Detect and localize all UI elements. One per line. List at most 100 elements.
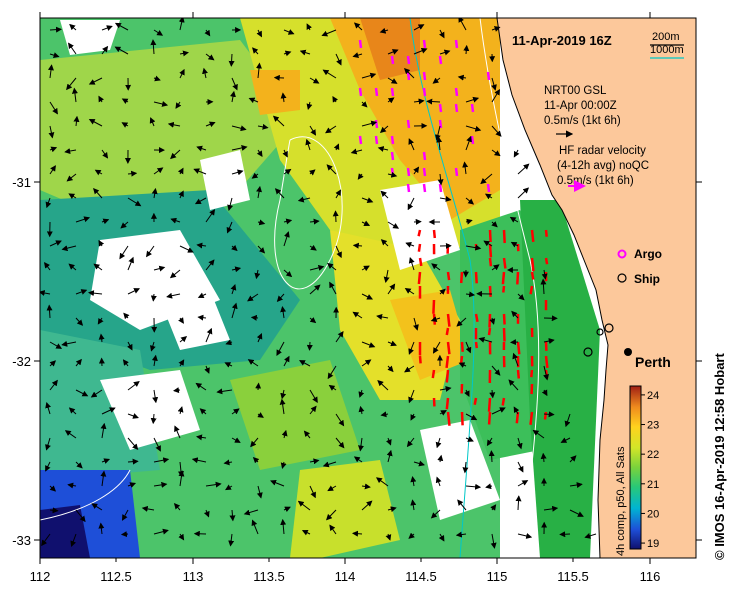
model-vector (430, 509, 441, 519)
hf-vector (486, 71, 491, 81)
model-vector (455, 531, 467, 538)
model-vector (283, 218, 293, 225)
model-vector (45, 461, 51, 472)
model-vector (191, 457, 207, 464)
model-vector (543, 338, 555, 344)
model-vector (151, 354, 158, 367)
model-vector (387, 365, 394, 373)
model-vector (199, 408, 207, 415)
model-vector (431, 263, 441, 271)
radar-vector (432, 299, 436, 314)
model-vector (97, 317, 104, 325)
model-vector (193, 168, 207, 175)
model-vector (386, 449, 393, 463)
model-vector (465, 341, 472, 354)
hf-vector (422, 39, 427, 49)
model-vector (120, 221, 129, 229)
radar-vector (502, 285, 506, 293)
model-vector (101, 218, 110, 225)
model-vector (281, 429, 288, 439)
y-tick-label: -31 (12, 175, 31, 190)
model-vectors (40, 18, 597, 549)
model-vector (64, 430, 77, 439)
model-vector (216, 388, 233, 395)
hf-vector (374, 87, 379, 97)
model-vector (456, 317, 467, 327)
model-vector (299, 49, 311, 56)
model-vector (508, 379, 519, 391)
model-vector (256, 62, 262, 79)
ship-legend-label: Ship (634, 272, 660, 286)
model-vector (153, 75, 161, 82)
model-vector (458, 18, 467, 31)
model-vector (322, 69, 337, 79)
radar-vector (446, 313, 451, 327)
model-vector (335, 437, 345, 449)
model-vector (75, 389, 89, 397)
model-vector (465, 135, 472, 151)
model-vector (413, 98, 425, 105)
model-vector (408, 389, 415, 404)
model-vector (203, 509, 210, 518)
model-vector (457, 74, 467, 81)
model-vector (45, 197, 52, 209)
model-vector (40, 290, 51, 296)
model-vector (559, 531, 571, 538)
radar-vector (502, 229, 506, 244)
colorbar-ticks: 24 23 22 21 20 19 (641, 390, 659, 550)
model-vector (178, 359, 185, 367)
model-vector (353, 22, 363, 31)
model-vector (387, 49, 399, 55)
radar-vector (543, 411, 548, 420)
model-vector (517, 187, 530, 199)
model-vector (490, 533, 497, 549)
model-vector (376, 313, 389, 320)
model-vector (309, 389, 318, 404)
model-vector (75, 317, 84, 326)
model-vector (335, 413, 345, 427)
model-vector (380, 239, 389, 247)
model-vector (127, 256, 134, 271)
model-vector (385, 437, 392, 446)
model-vector (46, 304, 53, 319)
model-vector (231, 169, 244, 176)
model-vector (178, 18, 185, 31)
radar-vector (530, 369, 534, 378)
model-vector (223, 459, 233, 466)
radar-vector (544, 355, 549, 369)
model-vector (98, 239, 105, 247)
hf-vector (390, 55, 395, 65)
x-tick-label: 116 (640, 569, 661, 584)
hf-vector (422, 87, 427, 97)
model-vector (49, 360, 57, 367)
model-vector (98, 522, 105, 535)
model-vector (457, 499, 467, 511)
radar-vector (474, 341, 479, 349)
radar-vector (473, 397, 478, 405)
radar-vector (530, 271, 535, 280)
model-vector (45, 401, 52, 415)
model-vector (93, 187, 103, 199)
model-vector (280, 92, 287, 103)
model-vector (517, 293, 525, 301)
model-vector (231, 302, 238, 319)
model-vector (438, 533, 445, 542)
model-vector (569, 509, 584, 517)
hf-vector (470, 135, 475, 145)
model-vector (88, 290, 103, 297)
model-vector (231, 408, 240, 415)
model-vector (153, 481, 168, 488)
model-vector (480, 173, 493, 185)
model-vector (174, 425, 181, 439)
model-vector (491, 125, 502, 137)
radar-vector (417, 271, 422, 285)
model-vector (465, 291, 476, 298)
model-vector (404, 365, 415, 373)
model-vector (173, 387, 181, 394)
land-area (497, 18, 696, 558)
model-vector (408, 532, 415, 539)
model-vector (327, 262, 337, 271)
model-vector (257, 219, 266, 226)
model-vector (205, 121, 216, 128)
model-vector (94, 169, 103, 176)
